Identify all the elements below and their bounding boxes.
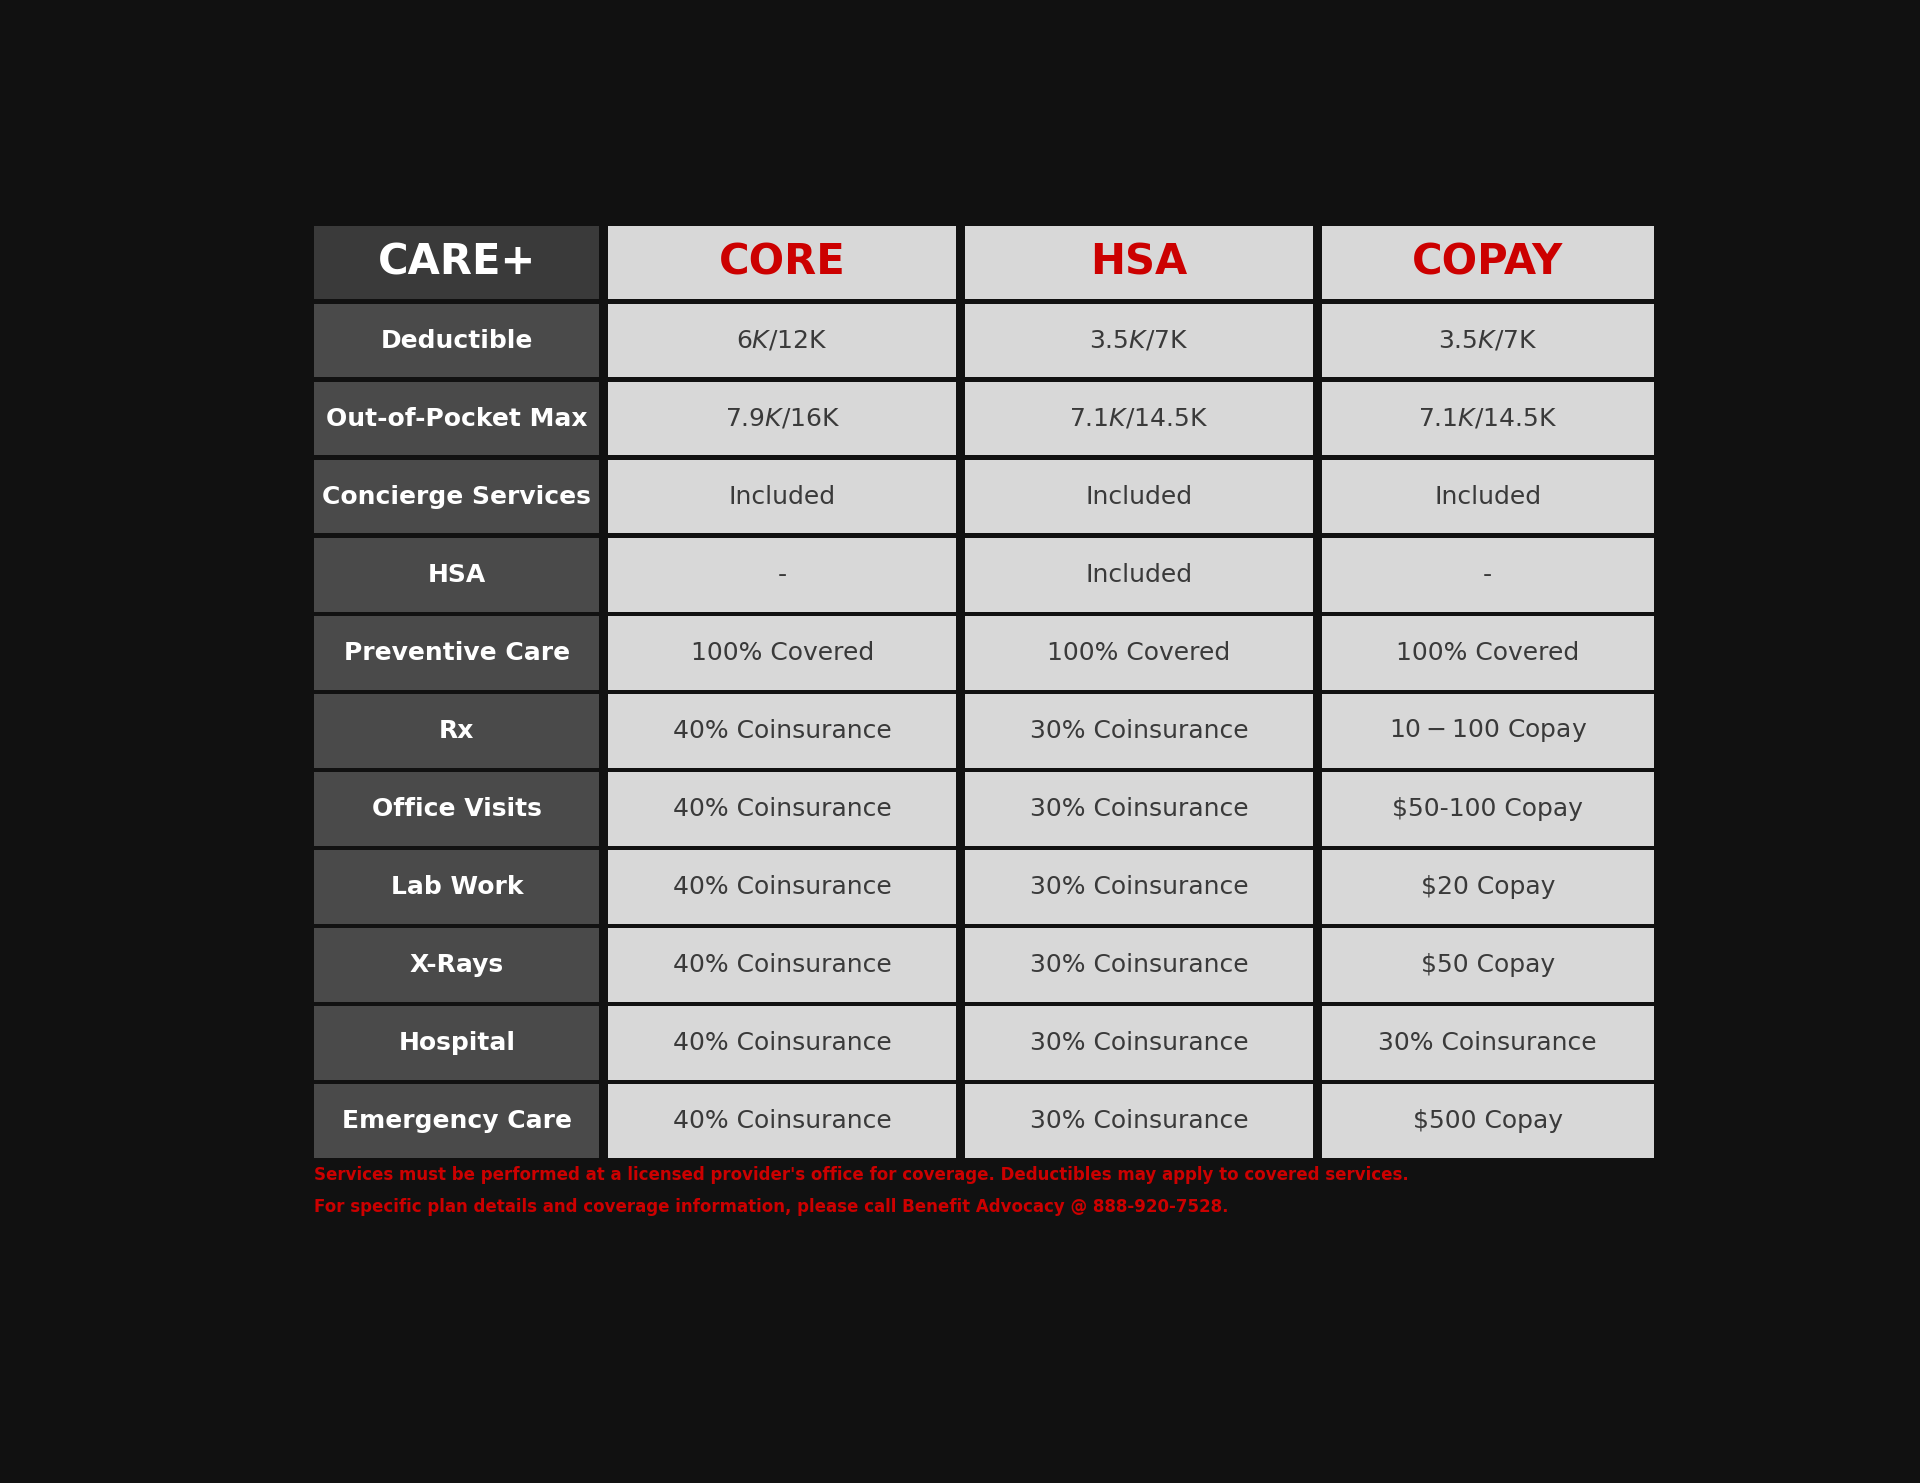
Bar — [609, 850, 956, 924]
Text: $7.1K / $14.5K: $7.1K / $14.5K — [1069, 406, 1210, 430]
Bar — [966, 928, 1313, 1001]
Text: 40% Coinsurance: 40% Coinsurance — [672, 1031, 891, 1054]
Bar — [609, 615, 956, 690]
Text: $7.1K / $14.5K: $7.1K / $14.5K — [1419, 406, 1557, 430]
Text: Included: Included — [1434, 485, 1542, 509]
Bar — [966, 1007, 1313, 1080]
Bar — [1323, 538, 1653, 611]
Bar — [966, 1084, 1313, 1158]
Text: Included: Included — [1085, 562, 1192, 587]
Bar — [1323, 383, 1653, 455]
Text: Included: Included — [1085, 485, 1192, 509]
Text: 40% Coinsurance: 40% Coinsurance — [672, 954, 891, 977]
Bar — [315, 304, 599, 377]
Text: Preventive Care: Preventive Care — [344, 641, 570, 664]
Text: Included: Included — [730, 485, 835, 509]
Bar — [1323, 615, 1653, 690]
Bar — [1323, 773, 1653, 845]
Bar — [315, 460, 599, 534]
Bar — [1323, 304, 1653, 377]
Bar — [315, 538, 599, 611]
Bar — [315, 928, 599, 1001]
Text: Concierge Services: Concierge Services — [323, 485, 591, 509]
Text: $3.5K / $7K: $3.5K / $7K — [1089, 329, 1188, 353]
Text: $20 Copay: $20 Copay — [1421, 875, 1555, 899]
Text: 100% Covered: 100% Covered — [691, 641, 874, 664]
Bar — [609, 694, 956, 768]
Bar — [609, 304, 956, 377]
Text: Out-of-Pocket Max: Out-of-Pocket Max — [326, 406, 588, 430]
Text: $50 Copay: $50 Copay — [1421, 954, 1555, 977]
Bar — [966, 538, 1313, 611]
Text: Lab Work: Lab Work — [390, 875, 522, 899]
Text: 30% Coinsurance: 30% Coinsurance — [1029, 875, 1248, 899]
Bar — [1323, 694, 1653, 768]
Bar — [966, 225, 1313, 300]
Text: $50-100 Copay: $50-100 Copay — [1392, 796, 1584, 822]
Bar — [315, 694, 599, 768]
Text: 100% Covered: 100% Covered — [1396, 641, 1580, 664]
Bar — [609, 928, 956, 1001]
Bar — [315, 615, 599, 690]
Bar — [609, 460, 956, 534]
Text: 30% Coinsurance: 30% Coinsurance — [1029, 954, 1248, 977]
Bar — [609, 538, 956, 611]
Bar — [315, 1084, 599, 1158]
Bar — [966, 850, 1313, 924]
Text: $7.9K / $16K: $7.9K / $16K — [724, 406, 839, 430]
Bar — [315, 383, 599, 455]
Text: 30% Coinsurance: 30% Coinsurance — [1029, 719, 1248, 743]
Text: 40% Coinsurance: 40% Coinsurance — [672, 1109, 891, 1133]
Bar — [1323, 225, 1653, 300]
Bar — [966, 773, 1313, 845]
Text: $500 Copay: $500 Copay — [1413, 1109, 1563, 1133]
Bar — [1323, 928, 1653, 1001]
Text: Office Visits: Office Visits — [372, 796, 541, 822]
Bar — [609, 1084, 956, 1158]
Text: For specific plan details and coverage information, please call Benefit Advocacy: For specific plan details and coverage i… — [315, 1198, 1229, 1216]
Text: X-Rays: X-Rays — [409, 954, 503, 977]
Bar — [609, 225, 956, 300]
Bar — [315, 850, 599, 924]
Bar — [1323, 1084, 1653, 1158]
Text: HSA: HSA — [428, 562, 486, 587]
Text: 30% Coinsurance: 30% Coinsurance — [1029, 796, 1248, 822]
Bar — [1323, 460, 1653, 534]
Text: Deductible: Deductible — [380, 329, 534, 353]
Text: COPAY: COPAY — [1411, 242, 1563, 283]
Bar — [315, 1007, 599, 1080]
Text: 30% Coinsurance: 30% Coinsurance — [1029, 1109, 1248, 1133]
Text: Services must be performed at a licensed provider's office for coverage. Deducti: Services must be performed at a licensed… — [315, 1166, 1409, 1183]
Bar — [966, 694, 1313, 768]
Text: Emergency Care: Emergency Care — [342, 1109, 572, 1133]
Text: $10-$100 Copay: $10-$100 Copay — [1388, 718, 1586, 744]
Text: CORE: CORE — [718, 242, 845, 283]
Text: $3.5K / $7K: $3.5K / $7K — [1438, 329, 1538, 353]
Text: 40% Coinsurance: 40% Coinsurance — [672, 796, 891, 822]
Bar — [966, 460, 1313, 534]
Bar — [966, 615, 1313, 690]
Text: 30% Coinsurance: 30% Coinsurance — [1029, 1031, 1248, 1054]
Bar — [1323, 1007, 1653, 1080]
Text: Rx: Rx — [440, 719, 474, 743]
Text: HSA: HSA — [1091, 242, 1188, 283]
Bar — [609, 383, 956, 455]
Text: 30% Coinsurance: 30% Coinsurance — [1379, 1031, 1597, 1054]
Text: Hospital: Hospital — [397, 1031, 515, 1054]
Bar — [966, 383, 1313, 455]
Bar — [315, 225, 599, 300]
Bar — [966, 304, 1313, 377]
Bar — [609, 773, 956, 845]
Bar — [609, 1007, 956, 1080]
Bar — [1323, 850, 1653, 924]
Text: -: - — [778, 562, 787, 587]
Text: 40% Coinsurance: 40% Coinsurance — [672, 719, 891, 743]
Bar — [315, 773, 599, 845]
Text: $6K / $12K: $6K / $12K — [737, 329, 828, 353]
Text: CARE+: CARE+ — [378, 242, 536, 283]
Text: 100% Covered: 100% Covered — [1048, 641, 1231, 664]
Text: 40% Coinsurance: 40% Coinsurance — [672, 875, 891, 899]
Text: -: - — [1482, 562, 1492, 587]
